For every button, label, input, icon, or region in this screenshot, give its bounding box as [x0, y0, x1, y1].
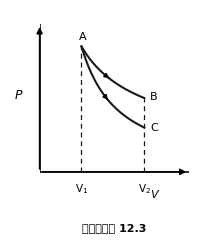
Text: V$_2$: V$_2$: [138, 182, 151, 196]
Text: चित्र 12.3: चित्र 12.3: [82, 223, 147, 233]
Text: A: A: [79, 32, 87, 42]
Text: V: V: [150, 190, 158, 200]
Text: P: P: [15, 89, 22, 102]
Text: V$_1$: V$_1$: [75, 182, 88, 196]
Text: C: C: [150, 122, 158, 133]
Text: B: B: [150, 92, 158, 102]
